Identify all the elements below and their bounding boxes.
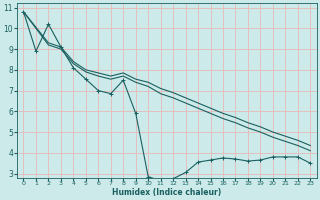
X-axis label: Humidex (Indice chaleur): Humidex (Indice chaleur): [112, 188, 221, 197]
